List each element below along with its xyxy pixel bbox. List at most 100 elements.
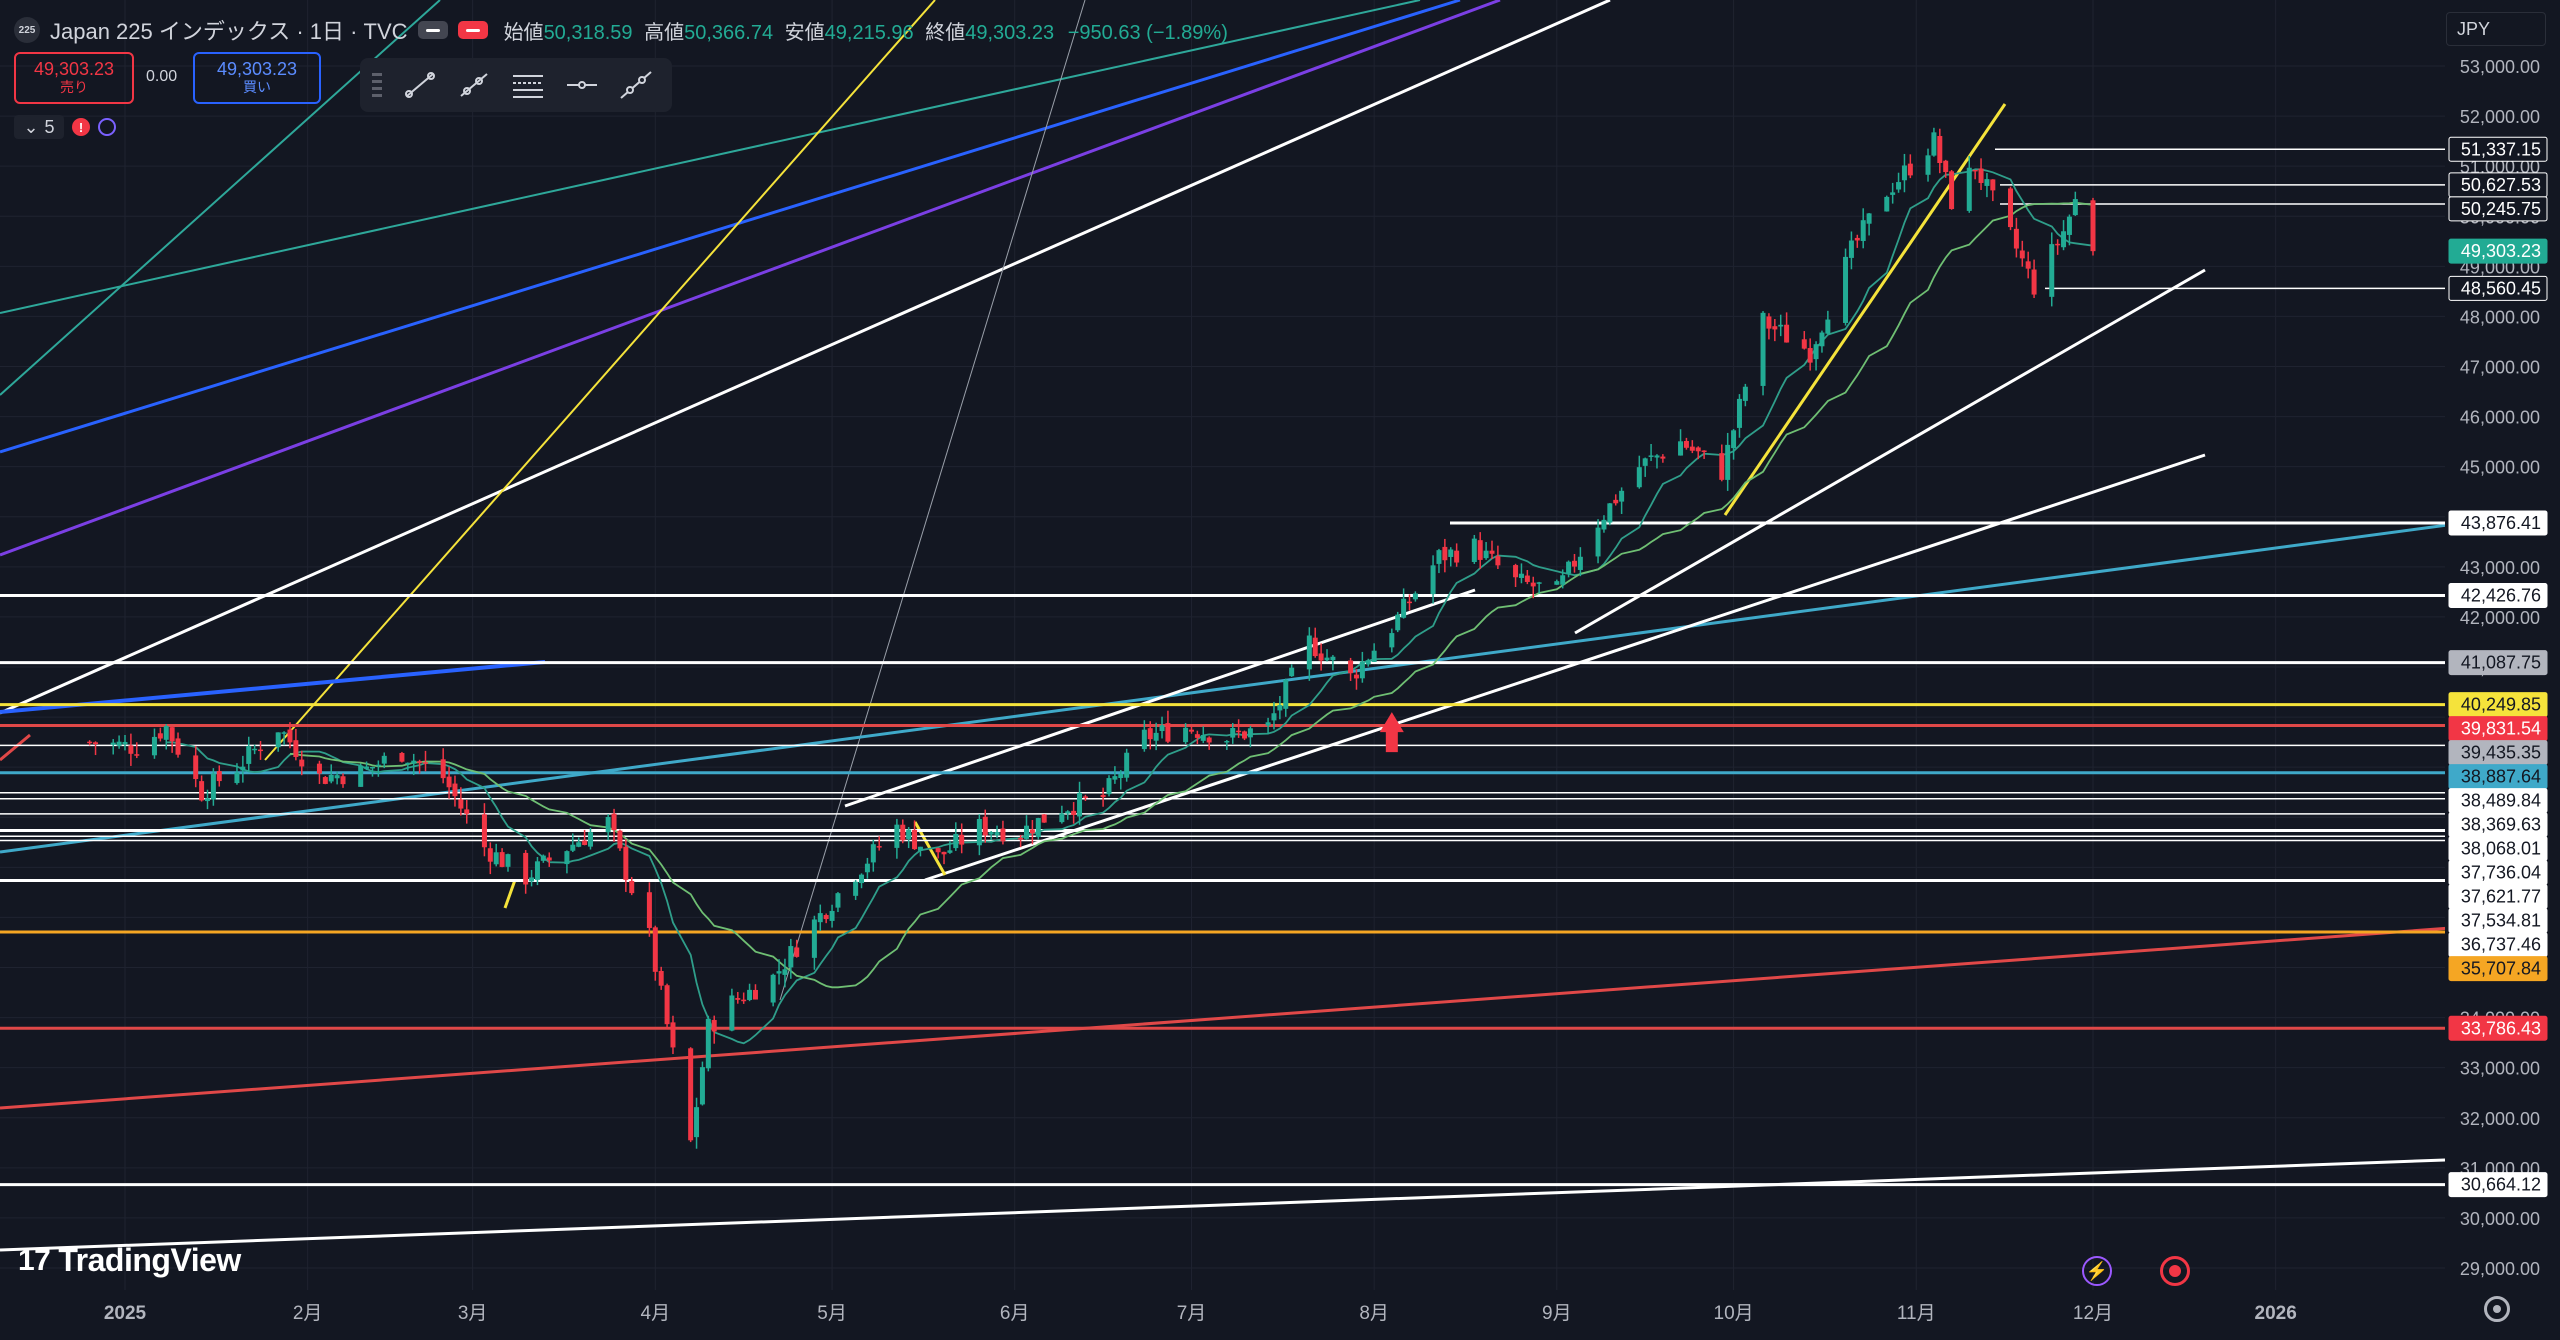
price-tick-label: 32,000.00 bbox=[2460, 1109, 2540, 1129]
horizontal-line-icon[interactable] bbox=[560, 65, 604, 105]
candle-body bbox=[582, 840, 588, 845]
price-tick-label: 45,000.00 bbox=[2460, 458, 2540, 478]
candle-body bbox=[705, 1018, 711, 1069]
candle-body bbox=[729, 995, 735, 1031]
price-level-label: 42,426.76 bbox=[2461, 586, 2541, 606]
candle-body bbox=[747, 989, 753, 1000]
candle-body bbox=[440, 759, 446, 779]
price-tick-label: 48,000.00 bbox=[2460, 307, 2540, 327]
currency-selector[interactable]: JPY bbox=[2446, 12, 2546, 46]
red-short-line bbox=[0, 733, 31, 762]
candle-body bbox=[1188, 729, 1194, 732]
candle-body bbox=[870, 844, 876, 863]
candle-body bbox=[1978, 168, 1984, 183]
price-tick-label: 47,000.00 bbox=[2460, 358, 2540, 378]
spread-value: 0.00 bbox=[146, 68, 178, 85]
trend-line-icon[interactable] bbox=[398, 65, 442, 105]
candle-body bbox=[1731, 430, 1737, 449]
price-level-label: 41,087.75 bbox=[2461, 653, 2541, 673]
indicators-toggle[interactable]: ⌄ 5 bbox=[14, 115, 64, 139]
open-value: 50,318.59 bbox=[543, 21, 633, 44]
symbol-header: 225 Japan 225 インデックス · 1日 · TVC 始値50,318… bbox=[14, 14, 1228, 46]
candle-body bbox=[1153, 732, 1159, 741]
candle-body bbox=[122, 742, 128, 745]
candle-body bbox=[1495, 556, 1501, 566]
price-level-box bbox=[2448, 1015, 2548, 1041]
candle-body bbox=[782, 969, 788, 975]
candle-body bbox=[1742, 386, 1748, 401]
drag-handle-icon[interactable] bbox=[372, 73, 382, 97]
time-tick-label: 9月 bbox=[1542, 1303, 1572, 1324]
candle-body bbox=[175, 738, 181, 755]
extended-line-icon[interactable] bbox=[614, 65, 658, 105]
candle-body bbox=[1607, 503, 1613, 523]
symbol-title[interactable]: Japan 225 インデックス · 1日 · TVC bbox=[50, 19, 408, 44]
candle-body bbox=[652, 927, 658, 972]
candle-body bbox=[1165, 723, 1171, 742]
candle-body bbox=[163, 726, 169, 740]
gear-icon[interactable] bbox=[2484, 1296, 2510, 1322]
hide-toggle-icon[interactable] bbox=[417, 21, 448, 39]
candle-body bbox=[587, 832, 593, 847]
candle-body bbox=[864, 863, 870, 873]
candle-body bbox=[369, 766, 375, 769]
buy-button[interactable]: 49,303.23 買い bbox=[193, 52, 321, 104]
candle-body bbox=[116, 741, 122, 746]
candle-body bbox=[375, 764, 381, 767]
candle-body bbox=[540, 855, 546, 861]
candle-body bbox=[1106, 778, 1112, 795]
candle-body bbox=[976, 818, 982, 846]
candle-body bbox=[1560, 575, 1566, 585]
candle-body bbox=[1854, 237, 1860, 241]
candle-body bbox=[487, 848, 493, 862]
candle-body bbox=[334, 775, 340, 779]
candle-body bbox=[670, 1022, 676, 1048]
candle-body bbox=[1736, 398, 1742, 428]
candle-body bbox=[1813, 344, 1819, 360]
candle-body bbox=[322, 777, 328, 784]
parallel-channel-icon[interactable] bbox=[506, 65, 550, 105]
white-trend-line bbox=[0, 0, 1611, 715]
support-line bbox=[1574, 268, 2206, 635]
candle-body bbox=[1277, 705, 1283, 711]
candle-body bbox=[1566, 561, 1572, 574]
record-icon[interactable] bbox=[2160, 1256, 2190, 1286]
candle-body bbox=[817, 913, 823, 923]
yellow-short-line bbox=[503, 879, 517, 909]
candle-body bbox=[1778, 324, 1784, 327]
candle-body bbox=[481, 814, 487, 848]
candle-body bbox=[1848, 240, 1854, 258]
price-level-box bbox=[2448, 510, 2548, 536]
candle-body bbox=[1772, 326, 1778, 330]
candle-body bbox=[1571, 560, 1577, 567]
lightning-icon[interactable]: ⚡ bbox=[2082, 1256, 2112, 1286]
candle-body bbox=[1442, 546, 1448, 561]
candle-body bbox=[2090, 200, 2096, 252]
price-tick-label: 33,000.00 bbox=[2460, 1059, 2540, 1079]
wave-icon[interactable] bbox=[457, 21, 488, 39]
candle-body bbox=[900, 824, 906, 841]
time-tick-label: 8月 bbox=[1359, 1303, 1389, 1324]
sync-icon[interactable] bbox=[98, 118, 116, 136]
candle-body bbox=[1147, 728, 1153, 740]
candle-body bbox=[1236, 730, 1242, 733]
white-bottom-line bbox=[0, 1158, 2446, 1252]
candle-body bbox=[1454, 550, 1460, 563]
warning-icon[interactable]: ! bbox=[72, 118, 90, 136]
price-level-box bbox=[2448, 1172, 2548, 1198]
candle-body bbox=[658, 971, 664, 986]
candle-body bbox=[1801, 339, 1807, 349]
candle-body bbox=[1613, 499, 1619, 504]
candle-body bbox=[1324, 657, 1330, 661]
price-level-label: 37,534.81 bbox=[2461, 911, 2541, 931]
candle-body bbox=[275, 732, 281, 748]
candle-body bbox=[664, 985, 670, 1025]
candle-body bbox=[1312, 637, 1318, 657]
candle-body bbox=[1972, 169, 1978, 172]
candle-body bbox=[151, 736, 157, 756]
candle-body bbox=[169, 727, 175, 742]
candle-body bbox=[646, 892, 652, 928]
ray-icon[interactable] bbox=[452, 65, 496, 105]
sell-button[interactable]: 49,303.23 売り bbox=[14, 52, 134, 104]
